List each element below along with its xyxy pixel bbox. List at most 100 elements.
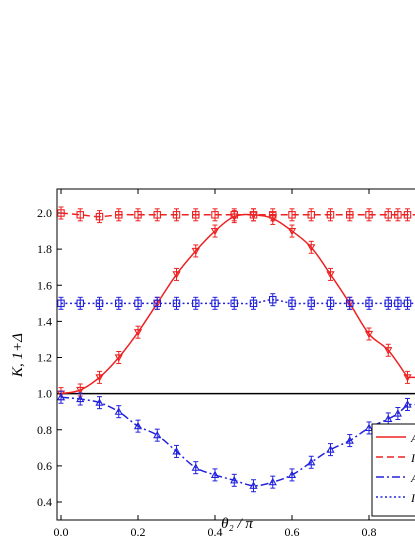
data-point <box>172 299 181 308</box>
data-point <box>211 211 219 219</box>
data-point <box>326 299 335 308</box>
data-point <box>153 299 162 308</box>
data-point <box>210 470 220 479</box>
data-point <box>249 481 258 489</box>
series-1 <box>57 208 415 401</box>
legend-label: I <box>410 491 415 505</box>
data-point <box>345 299 354 308</box>
y-axis-title: K, 1+Δ <box>10 333 26 378</box>
data-point <box>326 445 335 453</box>
data-point <box>57 209 65 217</box>
data-point <box>326 271 335 279</box>
plot-frame <box>56 188 415 521</box>
data-point <box>365 299 373 308</box>
x-tick-label: 0.8 <box>362 525 377 537</box>
data-point <box>288 211 296 219</box>
data-point <box>95 212 104 221</box>
y-tick-label: 1.6 <box>37 278 52 292</box>
data-point <box>394 299 402 308</box>
data-point <box>307 457 316 466</box>
data-point <box>153 211 162 219</box>
data-point <box>76 211 85 219</box>
x-axis-title: θ₂ / π <box>221 516 253 532</box>
data-point <box>115 211 123 219</box>
data-point <box>192 211 200 219</box>
data-point <box>114 407 123 415</box>
data-point <box>403 374 412 382</box>
y-tick-label: 1.8 <box>37 242 52 256</box>
data-point <box>76 299 85 308</box>
data-point <box>384 414 393 423</box>
legend-box <box>371 423 415 517</box>
data-point <box>76 394 85 403</box>
data-point <box>307 299 315 308</box>
data-point <box>393 409 403 417</box>
x-axis: 0.0 0.2 0.4 0.6 0.8 <box>54 189 377 537</box>
legend-label: I <box>410 451 415 465</box>
data-point <box>76 386 85 395</box>
series-layer <box>57 206 415 493</box>
x-tick-label: 0.2 <box>131 525 146 537</box>
x-tick-label: 0.0 <box>54 525 69 537</box>
legend: AIAI <box>371 423 415 517</box>
data-point <box>230 475 239 484</box>
data-point <box>384 211 392 219</box>
data-point <box>287 227 297 236</box>
legend-label: A <box>410 431 415 445</box>
series-line <box>60 396 415 487</box>
data-point <box>211 299 219 308</box>
data-point <box>95 398 104 406</box>
data-point <box>192 299 200 308</box>
data-point <box>191 247 200 256</box>
x-tick-label: 0.4 <box>208 525 223 537</box>
data-point <box>364 423 374 432</box>
data-point <box>268 295 277 304</box>
data-point <box>403 211 412 219</box>
data-point <box>114 354 123 362</box>
data-point <box>230 299 239 308</box>
data-point <box>57 392 66 401</box>
data-point <box>364 330 374 339</box>
data-point <box>95 374 104 382</box>
data-point <box>191 463 200 471</box>
y-tick-label: 1.0 <box>37 387 52 401</box>
data-point <box>230 211 239 219</box>
series-3 <box>57 390 415 493</box>
data-point <box>172 447 181 455</box>
y-tick-label: 0.6 <box>37 459 52 473</box>
data-point <box>288 299 296 308</box>
y-tick-label: 0.4 <box>37 495 52 509</box>
data-point <box>394 211 402 219</box>
y-tick-label: 1.4 <box>37 314 52 328</box>
data-point <box>307 244 316 252</box>
data-point <box>210 227 220 236</box>
data-point <box>365 211 373 219</box>
legend-label: A <box>410 471 415 485</box>
data-point <box>134 211 142 219</box>
data-point <box>268 211 277 219</box>
data-point <box>133 329 143 337</box>
data-point <box>384 347 393 355</box>
data-point <box>134 299 142 308</box>
data-point <box>384 299 392 308</box>
data-point <box>403 400 412 408</box>
series-line <box>61 298 415 305</box>
data-point <box>268 477 277 486</box>
y-axis: 0.4 0.6 0.8 1.0 1.2 1.4 1.6 1.8 2.0 <box>37 206 62 509</box>
data-point <box>95 299 104 308</box>
data-point <box>172 271 181 279</box>
y-tick-label: 0.8 <box>37 423 52 437</box>
y-tick-label: 2.0 <box>37 206 52 220</box>
data-point <box>57 299 65 308</box>
x-tick-label: 0.6 <box>285 525 300 537</box>
data-point <box>403 299 412 308</box>
data-point <box>326 211 335 219</box>
data-point <box>345 211 354 219</box>
data-point <box>115 299 123 308</box>
data-point <box>153 430 162 439</box>
series-4 <box>57 293 415 310</box>
data-point <box>172 211 181 219</box>
data-point <box>307 211 315 219</box>
data-point <box>133 421 143 430</box>
